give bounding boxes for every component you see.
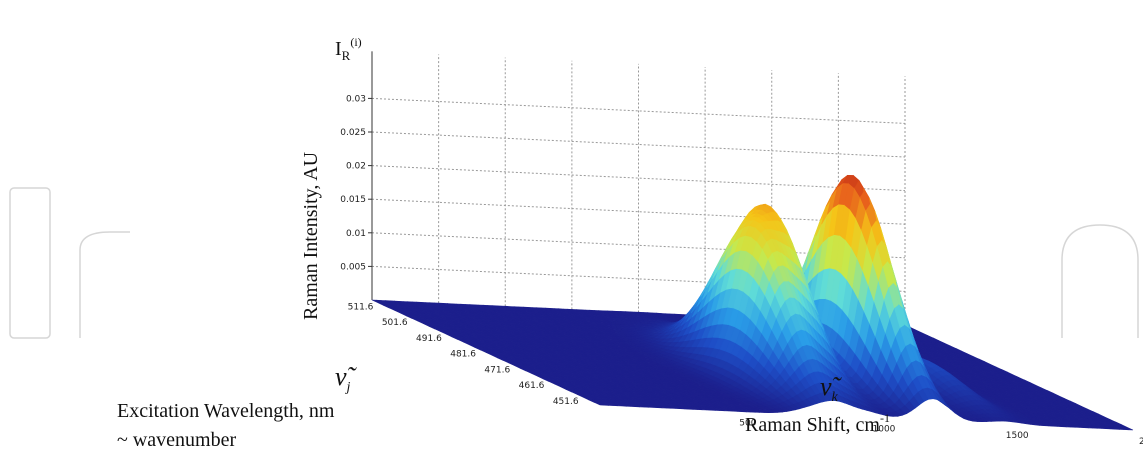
y-tick-label: 471.6 — [484, 365, 510, 375]
z-axis-title: IR(i) — [335, 35, 362, 63]
y-axis-sublabel: ~ wavenumber — [117, 429, 236, 451]
z-tick-label: 0.025 — [340, 128, 366, 138]
y-axis-label: Excitation Wavelength, nm — [117, 400, 335, 422]
x-tick-label: 2000 — [1139, 437, 1143, 447]
gridline-z — [371, 198, 906, 225]
z-tick-label: 0.03 — [346, 94, 366, 104]
x-tick-label: 1500 — [1006, 431, 1029, 441]
y-tick-label: 511.6 — [348, 302, 374, 312]
z-tick-label: 0.015 — [340, 195, 366, 205]
y-tick-label: 461.6 — [519, 381, 545, 391]
gridline-z — [371, 97, 906, 124]
surface — [371, 174, 1134, 431]
z-tick-label: 0.01 — [346, 229, 366, 239]
gridline-z — [371, 131, 906, 158]
y-axis-symbol: ν̃j — [335, 362, 358, 395]
z-tick-label: 0.02 — [346, 162, 366, 172]
z-axis-label: Raman Intensity, AU — [300, 151, 322, 320]
gridline-z — [371, 165, 906, 192]
y-tick-label: 451.6 — [553, 397, 579, 407]
watermark — [9, 187, 1139, 339]
z-tick-label: 0.005 — [340, 262, 366, 272]
x-axis-label: Raman Shift, cm-1 — [745, 411, 890, 436]
y-tick-label: 491.6 — [416, 334, 442, 344]
y-tick-label: 481.6 — [450, 350, 476, 360]
y-tick-label: 501.6 — [382, 318, 408, 328]
